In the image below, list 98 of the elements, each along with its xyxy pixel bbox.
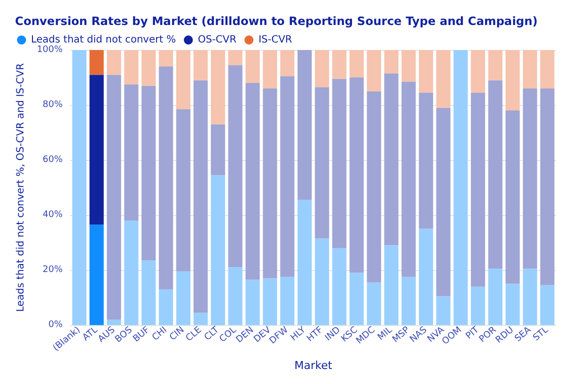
- bar: [522, 268, 538, 326]
- bar: [436, 296, 450, 326]
- bar: [366, 91, 382, 282]
- bar: [158, 50, 174, 67]
- bar: [350, 78, 364, 273]
- bar: [436, 50, 450, 108]
- x-tick-label: ATL: [81, 325, 100, 344]
- bar: [262, 278, 278, 326]
- bar: [332, 78, 346, 248]
- y-tick-label: 20%: [42, 265, 64, 276]
- y-tick-label: 100%: [36, 45, 64, 55]
- bar: [454, 50, 468, 326]
- bar: [350, 272, 364, 326]
- bar: [522, 50, 538, 89]
- bar: [246, 83, 260, 280]
- bar: [124, 50, 138, 84]
- bar: [488, 268, 502, 326]
- bar: [470, 286, 486, 326]
- bar: [298, 50, 312, 200]
- bar: [90, 74, 104, 225]
- bar: [418, 228, 434, 326]
- bar: [436, 108, 450, 296]
- bar: [90, 224, 104, 326]
- bar: [540, 50, 554, 89]
- bar: [124, 84, 138, 221]
- bar: [366, 50, 382, 92]
- bar: [418, 92, 434, 229]
- bar: [90, 50, 104, 75]
- y-tick-label: 80%: [42, 100, 64, 110]
- bar: [298, 200, 312, 326]
- bar: [158, 289, 174, 326]
- y-axis-title: Leads that did not convert %, OS-CVR and IS-CVR: [16, 63, 26, 312]
- y-tick-label: 60%: [42, 155, 64, 166]
- bar: [246, 280, 260, 326]
- bar: [106, 74, 122, 320]
- x-axis-title: Market: [294, 359, 333, 372]
- bar: [176, 271, 190, 326]
- bar: [488, 50, 502, 80]
- bar: [106, 320, 122, 326]
- bar: [488, 80, 502, 269]
- bar: [280, 50, 294, 76]
- bar: [384, 73, 398, 246]
- y-tick-label: 40%: [42, 210, 64, 220]
- bar: [402, 276, 416, 326]
- chart-title: Conversion Rates by Market (drilldown to Reporting Source Type and Campaign): [15, 14, 538, 28]
- x-tick-label: HLY: [289, 324, 308, 344]
- bar: [228, 50, 242, 66]
- bar: [506, 50, 520, 111]
- bar: [210, 50, 226, 124]
- bar: [314, 238, 330, 326]
- bar: [210, 124, 226, 176]
- bar: [522, 88, 538, 269]
- bar: [384, 245, 398, 326]
- bar: [142, 260, 156, 326]
- bar: [194, 80, 208, 313]
- bar: [540, 285, 554, 326]
- bar: [194, 50, 208, 80]
- bar: [124, 220, 138, 326]
- bar: [194, 312, 208, 326]
- bar: [402, 50, 416, 82]
- bar: [176, 50, 190, 110]
- bar: [540, 88, 554, 286]
- legend-label: Leads that did not convert %: [31, 34, 176, 46]
- bar: [280, 76, 294, 277]
- bar: [470, 92, 486, 287]
- x-tick-label: CLE: [184, 325, 204, 344]
- bar: [106, 50, 122, 75]
- bar: [228, 65, 242, 268]
- x-tick-label: CIN: [168, 325, 187, 343]
- bar: [402, 82, 416, 277]
- bar: [158, 66, 174, 290]
- bar: [262, 50, 278, 89]
- x-tick-label: SEA: [513, 324, 534, 344]
- bar: [314, 87, 330, 238]
- bar: [332, 50, 346, 79]
- bar: [506, 110, 520, 284]
- bar: [262, 88, 278, 278]
- bar: [418, 50, 434, 93]
- bar: [470, 50, 486, 93]
- y-tick-label: 0%: [48, 320, 64, 330]
- x-tick-label: CHI: [150, 325, 170, 344]
- bar: [246, 50, 260, 84]
- legend-label: IS-CVR: [258, 34, 292, 46]
- x-tick-label: STL: [532, 325, 551, 344]
- bar: [314, 50, 330, 88]
- bar: [72, 50, 86, 326]
- bar: [350, 50, 364, 78]
- legend-label: OS-CVR: [198, 34, 236, 46]
- bar: [384, 50, 398, 74]
- bar: [228, 267, 242, 326]
- bar: [280, 276, 294, 326]
- bar: [142, 86, 156, 260]
- bar: [506, 284, 520, 326]
- bar: [176, 109, 190, 272]
- bar: [332, 248, 346, 326]
- bar: [366, 282, 382, 326]
- bar: [210, 175, 226, 326]
- bar: [142, 50, 156, 86]
